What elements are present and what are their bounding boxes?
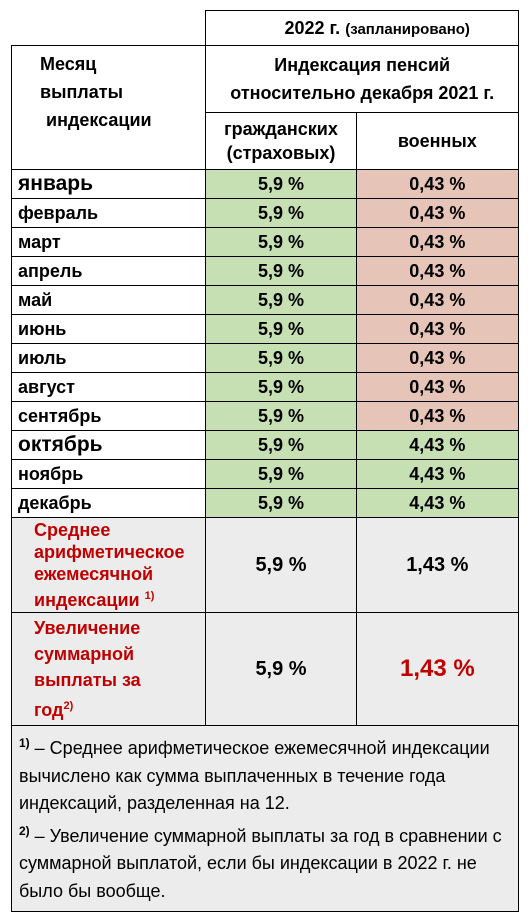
- table-row: декабрь 5,9 % 4,43 %: [10, 488, 520, 518]
- military-value: 0,43 %: [355, 401, 520, 431]
- military-value: 0,43 %: [355, 198, 520, 228]
- increase-military-value: 1,43 %: [355, 612, 520, 726]
- month-column-header: Месяц выплаты индексации: [10, 45, 207, 170]
- military-value: 4,43 %: [355, 459, 520, 489]
- civil-column-header: гражданских (страховых): [205, 112, 357, 170]
- month-name: июнь: [10, 314, 207, 344]
- month-name: апрель: [10, 256, 207, 286]
- footnote-2-ref: 2): [63, 700, 74, 712]
- increase-civil-value: 5,9 %: [205, 612, 357, 726]
- civil-value: 5,9 %: [205, 256, 357, 286]
- average-military-value: 1,43 %: [355, 517, 520, 613]
- footnotes: 1) – Среднее арифметическое ежемесячной …: [11, 725, 519, 912]
- military-value: 0,43 %: [355, 372, 520, 402]
- civil-value: 5,9 %: [205, 227, 357, 257]
- civil-value: 5,9 %: [205, 169, 357, 199]
- military-value: 0,43 %: [355, 314, 520, 344]
- footnote-2: 2) – Увеличение суммарной выплаты за год…: [19, 823, 502, 901]
- month-name: июль: [10, 343, 207, 373]
- month-name: август: [10, 372, 207, 402]
- table-row: июль 5,9 % 0,43 %: [10, 343, 520, 373]
- civil-value: 5,9 %: [205, 314, 357, 344]
- table-row: февраль 5,9 % 0,43 %: [10, 198, 520, 228]
- civil-value: 5,9 %: [205, 401, 357, 431]
- month-name: декабрь: [10, 488, 207, 518]
- civil-value: 5,9 %: [205, 488, 357, 518]
- military-value: 0,43 %: [355, 169, 520, 199]
- civil-value: 5,9 %: [205, 285, 357, 315]
- military-column-header: военных: [355, 112, 520, 170]
- top-left-blank: [11, 10, 207, 46]
- average-row: Среднее арифметическое ежемесячной индек…: [10, 517, 520, 613]
- month-name: февраль: [10, 198, 207, 228]
- month-name: январь: [10, 169, 207, 199]
- military-value: 4,43 %: [355, 430, 520, 460]
- pension-indexation-table: 2022 г. (запланировано) Месяц выплаты ин…: [10, 10, 520, 912]
- military-value: 0,43 %: [355, 227, 520, 257]
- table-row: май 5,9 % 0,43 %: [10, 285, 520, 315]
- civil-value: 5,9 %: [205, 198, 357, 228]
- increase-row: Увеличение суммарной выплаты за год2) 5,…: [10, 612, 520, 726]
- civil-value: 5,9 %: [205, 430, 357, 460]
- table-row: март 5,9 % 0,43 %: [10, 227, 520, 257]
- month-name: октябрь: [10, 430, 207, 460]
- military-value: 0,43 %: [355, 343, 520, 373]
- year-label: 2022 г.: [284, 17, 341, 38]
- table-row: ноябрь 5,9 % 4,43 %: [10, 459, 520, 489]
- average-civil-value: 5,9 %: [205, 517, 357, 613]
- planned-label: (запланировано): [345, 20, 470, 38]
- military-value: 4,43 %: [355, 488, 520, 518]
- civil-value: 5,9 %: [205, 372, 357, 402]
- footnote-1: 1) – Среднее арифметическое ежемесячной …: [19, 736, 490, 813]
- table-row: январь 5,9 % 0,43 %: [10, 169, 520, 199]
- table-row: июнь 5,9 % 0,43 %: [10, 314, 520, 344]
- table-row: апрель 5,9 % 0,43 %: [10, 256, 520, 286]
- civil-value: 5,9 %: [205, 459, 357, 489]
- military-value: 0,43 %: [355, 256, 520, 286]
- month-name: ноябрь: [10, 459, 207, 489]
- footnote-1-ref: 1): [144, 590, 155, 602]
- average-label: Среднее арифметическое ежемесячной индек…: [10, 517, 207, 613]
- table-row: октябрь 5,9 % 4,43 %: [10, 430, 520, 460]
- year-header: 2022 г. (запланировано): [205, 10, 519, 46]
- increase-label: Увеличение суммарной выплаты за год2): [10, 612, 207, 726]
- civil-value: 5,9 %: [205, 343, 357, 373]
- indexation-header: Индексация пенсий относительно декабря 2…: [205, 45, 519, 113]
- month-name: март: [10, 227, 207, 257]
- month-name: сентябрь: [10, 401, 207, 431]
- military-value: 0,43 %: [355, 285, 520, 315]
- month-name: май: [10, 285, 207, 315]
- table-row: сентябрь 5,9 % 0,43 %: [10, 401, 520, 431]
- table-row: август 5,9 % 0,43 %: [10, 372, 520, 402]
